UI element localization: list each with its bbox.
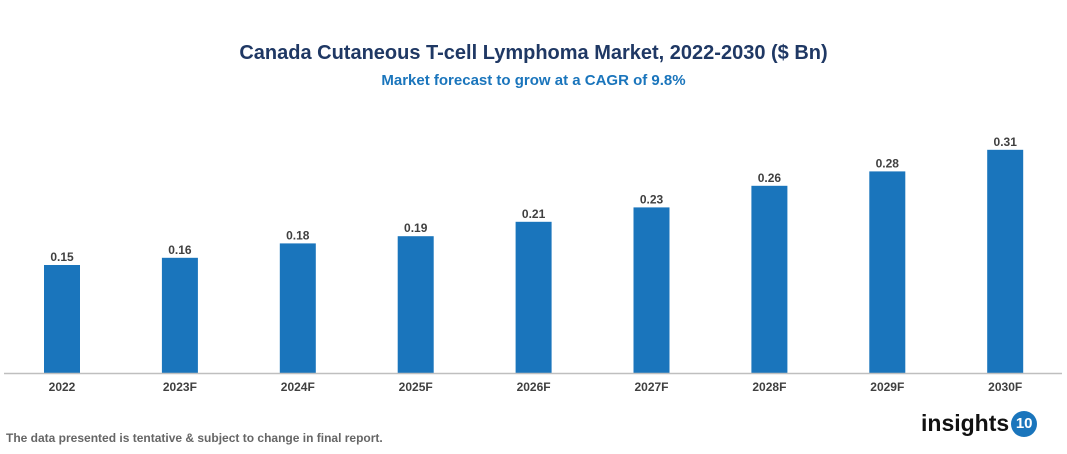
- chart-subtitle: Market forecast to grow at a CAGR of 9.8…: [381, 72, 686, 89]
- data-label: 0.23: [640, 192, 664, 206]
- chart-title: Canada Cutaneous T-cell Lymphoma Market,…: [239, 42, 828, 64]
- data-label: 0.26: [758, 171, 782, 185]
- bar: [397, 236, 434, 373]
- x-tick-label: 2030F: [988, 380, 1022, 394]
- logo-text: insights: [921, 410, 1010, 436]
- bar: [869, 171, 906, 373]
- x-tick-label: 2027F: [634, 380, 668, 394]
- data-label: 0.15: [50, 250, 74, 264]
- insights10-logo: insights 10: [921, 410, 1038, 437]
- bar: [751, 185, 788, 373]
- data-label: 0.18: [286, 228, 310, 242]
- bar: [515, 221, 552, 373]
- bar: [44, 265, 80, 373]
- x-tick-label: 2025F: [399, 380, 433, 394]
- disclaimer-note: The data presented is tentative & subjec…: [6, 431, 383, 445]
- data-label: 0.28: [876, 156, 900, 170]
- data-label: 0.19: [404, 221, 428, 235]
- x-tick-label: 2022: [49, 380, 76, 394]
- x-tick-label: 2024F: [281, 380, 315, 394]
- data-label: 0.21: [522, 207, 546, 221]
- x-tick-label: 2026F: [517, 380, 551, 394]
- bar: [161, 257, 198, 373]
- bar: [279, 243, 316, 373]
- data-label: 0.31: [994, 135, 1018, 149]
- logo-number: 10: [1011, 410, 1038, 437]
- x-tick-label: 2023F: [163, 380, 197, 394]
- bar: [633, 207, 670, 373]
- data-label: 0.16: [168, 243, 192, 257]
- bar: [987, 149, 1024, 373]
- x-tick-label: 2028F: [752, 380, 786, 394]
- x-tick-label: 2029F: [870, 380, 904, 394]
